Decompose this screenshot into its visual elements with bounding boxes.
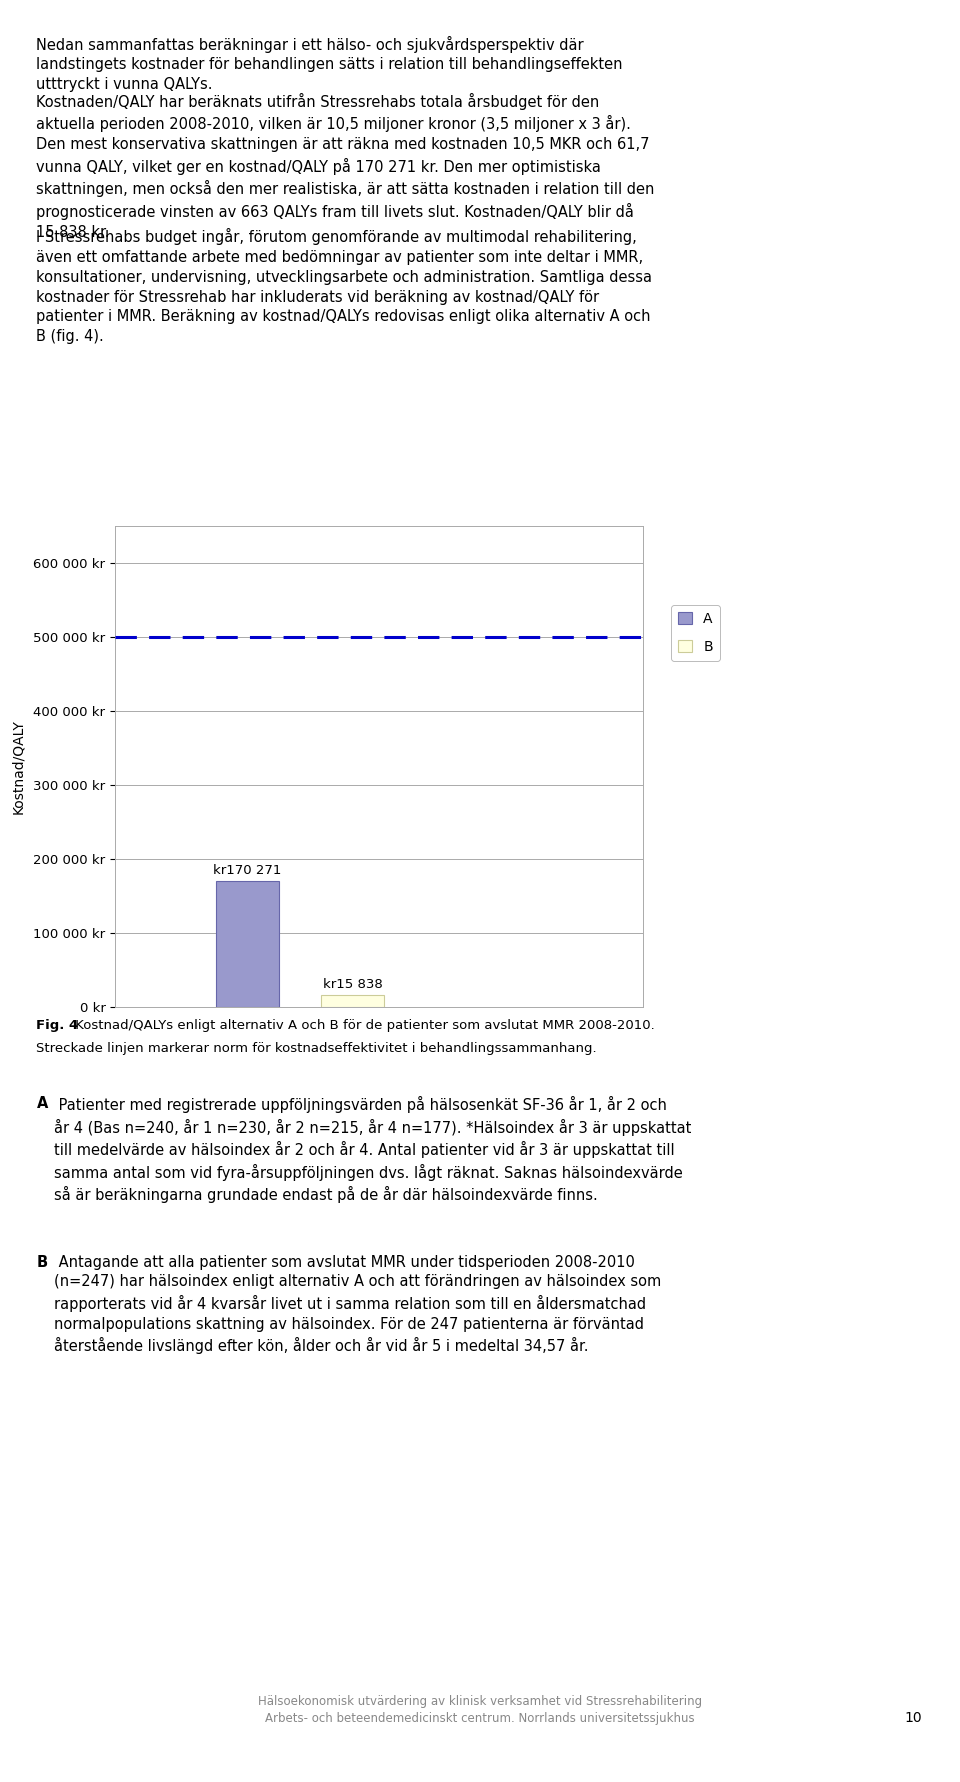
Text: Streckade linjen markerar norm för kostnadseffektivitet i behandlingssammanhang.: Streckade linjen markerar norm för kostn…: [36, 1042, 597, 1055]
Text: I Stressrehabs budget ingår, förutom genomförande av multimodal rehabilitering,
: I Stressrehabs budget ingår, förutom gen…: [36, 228, 653, 344]
Text: Patienter med registrerade uppföljningsvärden på hälsosenkät SF-36 år 1, år 2 oc: Patienter med registrerade uppföljningsv…: [54, 1096, 691, 1203]
Text: Kostnaden/QALY har beräknats utifrån Stressrehabs totala årsbudget för den
aktue: Kostnaden/QALY har beräknats utifrån Str…: [36, 93, 655, 241]
Text: Kostnad/QALYs enligt alternativ A och B för de patienter som avslutat MMR 2008-2: Kostnad/QALYs enligt alternativ A och B …: [71, 1019, 655, 1032]
Bar: [215, 880, 278, 1007]
Text: kr170 271: kr170 271: [213, 864, 281, 877]
Text: Antagande att alla patienter som avslutat MMR under tidsperioden 2008-2010
(n=24: Antagande att alla patienter som avsluta…: [54, 1255, 661, 1354]
Text: Fig. 4: Fig. 4: [36, 1019, 79, 1032]
Text: 10: 10: [904, 1711, 922, 1725]
Text: B: B: [36, 1255, 48, 1269]
Y-axis label: Kostnad/QALY: Kostnad/QALY: [11, 718, 25, 814]
Text: Nedan sammanfattas beräkningar i ett hälso- och sjukvårdsperspektiv där
landstin: Nedan sammanfattas beräkningar i ett häl…: [36, 36, 623, 93]
Legend: A, B: A, B: [671, 604, 720, 661]
Text: A: A: [36, 1096, 48, 1110]
Text: kr15 838: kr15 838: [323, 978, 383, 991]
Text: Hälsoekonomisk utvärdering av klinisk verksamhet vid Stressrehabilitering
Arbets: Hälsoekonomisk utvärdering av klinisk ve…: [258, 1695, 702, 1725]
Bar: [321, 994, 384, 1007]
